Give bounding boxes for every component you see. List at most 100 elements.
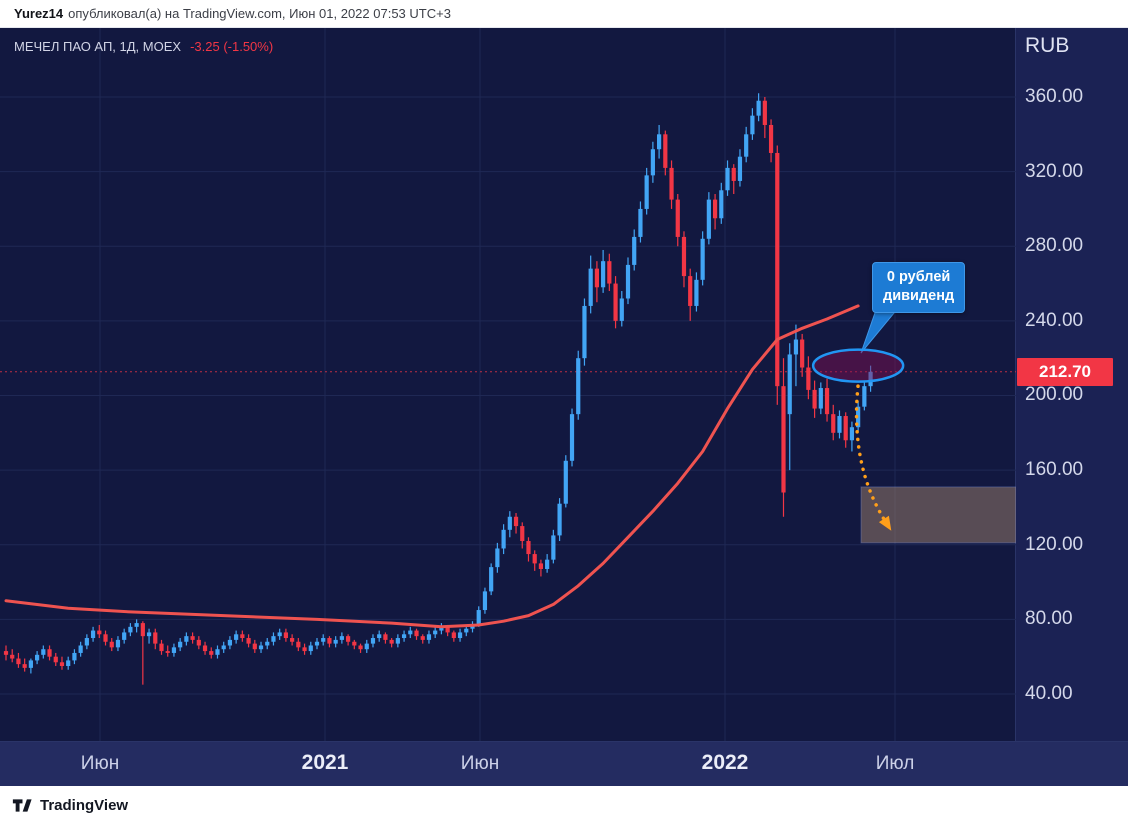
candle-body <box>725 167 730 191</box>
candle <box>364 639 369 653</box>
candle <box>103 630 108 646</box>
time-axis[interactable]: Июн 2021 Июн 2022 Июл <box>0 741 1128 786</box>
candle <box>507 511 512 538</box>
candle-body <box>638 208 643 237</box>
candle <box>383 632 388 644</box>
candle-body <box>744 134 749 157</box>
candle-body <box>824 388 830 415</box>
candle-body <box>178 641 183 648</box>
candle-body <box>582 305 587 359</box>
candle <box>495 542 500 573</box>
candle <box>296 638 301 652</box>
candle-body <box>868 371 873 387</box>
candle-body <box>296 641 301 648</box>
candle-body <box>265 641 270 646</box>
candle-body <box>234 634 239 640</box>
candle-wick <box>142 621 144 685</box>
candle <box>501 524 506 555</box>
candle-body <box>22 664 27 668</box>
candle-body <box>59 662 65 667</box>
candle-body <box>831 414 836 433</box>
candle <box>862 380 867 411</box>
candle <box>768 119 774 163</box>
time-tick-label: Июн <box>460 753 500 774</box>
candle-body <box>669 167 674 200</box>
candle-body <box>793 339 799 355</box>
candle-body <box>781 386 786 493</box>
candle-body <box>171 647 177 653</box>
symbol-legend[interactable]: МЕЧЕЛ ПАО АП, 1Д, MOEX -3.25 (-1.50%) <box>14 39 273 54</box>
candle-body <box>681 236 687 277</box>
candle-body <box>688 276 693 306</box>
price-tick-label: 320.00 <box>1025 160 1084 182</box>
candle-body <box>700 238 705 280</box>
price-tick-label: 80.00 <box>1025 608 1073 630</box>
price-tick-label: 120.00 <box>1025 533 1084 555</box>
callout-zero-dividend[interactable]: 0 рублей дивиденд <box>872 262 966 314</box>
time-tick-label: 2021 <box>301 751 349 774</box>
candle-body <box>314 641 320 646</box>
candle <box>806 356 811 400</box>
candle-body <box>650 149 655 176</box>
candle <box>308 641 313 655</box>
moving-average-line <box>4 304 860 629</box>
candle-body <box>339 636 344 640</box>
candle-body <box>10 654 15 659</box>
highlight-ellipse <box>811 348 905 383</box>
candle <box>669 160 674 209</box>
candle <box>700 231 705 286</box>
candle-body <box>694 279 699 306</box>
candle-body <box>333 639 338 644</box>
candle-body <box>72 652 77 661</box>
candle-body <box>818 388 823 409</box>
candle <box>346 634 351 646</box>
arrowhead <box>878 515 892 531</box>
candle-body <box>35 654 40 661</box>
plot-svg[interactable] <box>0 28 1016 741</box>
candle-body <box>53 656 58 663</box>
candle-body <box>632 236 637 265</box>
candle <box>675 194 680 247</box>
candle <box>97 624 102 639</box>
candle <box>849 421 855 452</box>
candle <box>41 645 46 659</box>
candle-body <box>520 526 525 542</box>
candle-body <box>97 630 102 635</box>
time-tick-label: 2022 <box>701 751 749 774</box>
candle-body <box>140 623 145 637</box>
price-chart[interactable]: МЕЧЕЛ ПАО АП, 1Д, MOEX -3.25 (-1.50%) 0 р… <box>0 28 1016 741</box>
candle-body <box>476 610 481 625</box>
candle <box>159 639 164 655</box>
candle-body <box>352 641 357 646</box>
candle <box>196 636 201 650</box>
candle-body <box>90 630 96 639</box>
candle <box>613 276 618 329</box>
callout-line1: 0 рублей <box>886 269 951 285</box>
price-axis[interactable]: RUB 360.00 320.00 280.00 240.00 200.00 160.00… <box>1016 28 1128 741</box>
candle-body <box>862 386 867 407</box>
candle-body <box>545 559 550 569</box>
candle-body <box>551 535 556 560</box>
tradingview-logo[interactable] <box>12 795 33 816</box>
candle <box>327 636 332 648</box>
candle <box>184 632 189 646</box>
candle-body <box>103 634 108 642</box>
candle-body <box>706 199 711 239</box>
target-zone <box>860 486 1016 544</box>
candle <box>72 649 77 665</box>
candle <box>277 628 282 640</box>
candle <box>663 130 668 176</box>
candle-body <box>389 639 394 644</box>
candle-body <box>625 264 631 299</box>
candle-body <box>663 134 668 168</box>
candle-body <box>538 563 544 569</box>
candle <box>221 641 226 653</box>
candle-body <box>601 261 606 288</box>
candle <box>420 634 425 644</box>
candle <box>426 630 432 644</box>
candle <box>750 108 755 140</box>
candle-body <box>290 638 295 642</box>
candle-body <box>489 567 494 592</box>
candle-body <box>240 634 245 639</box>
candle <box>283 628 288 642</box>
